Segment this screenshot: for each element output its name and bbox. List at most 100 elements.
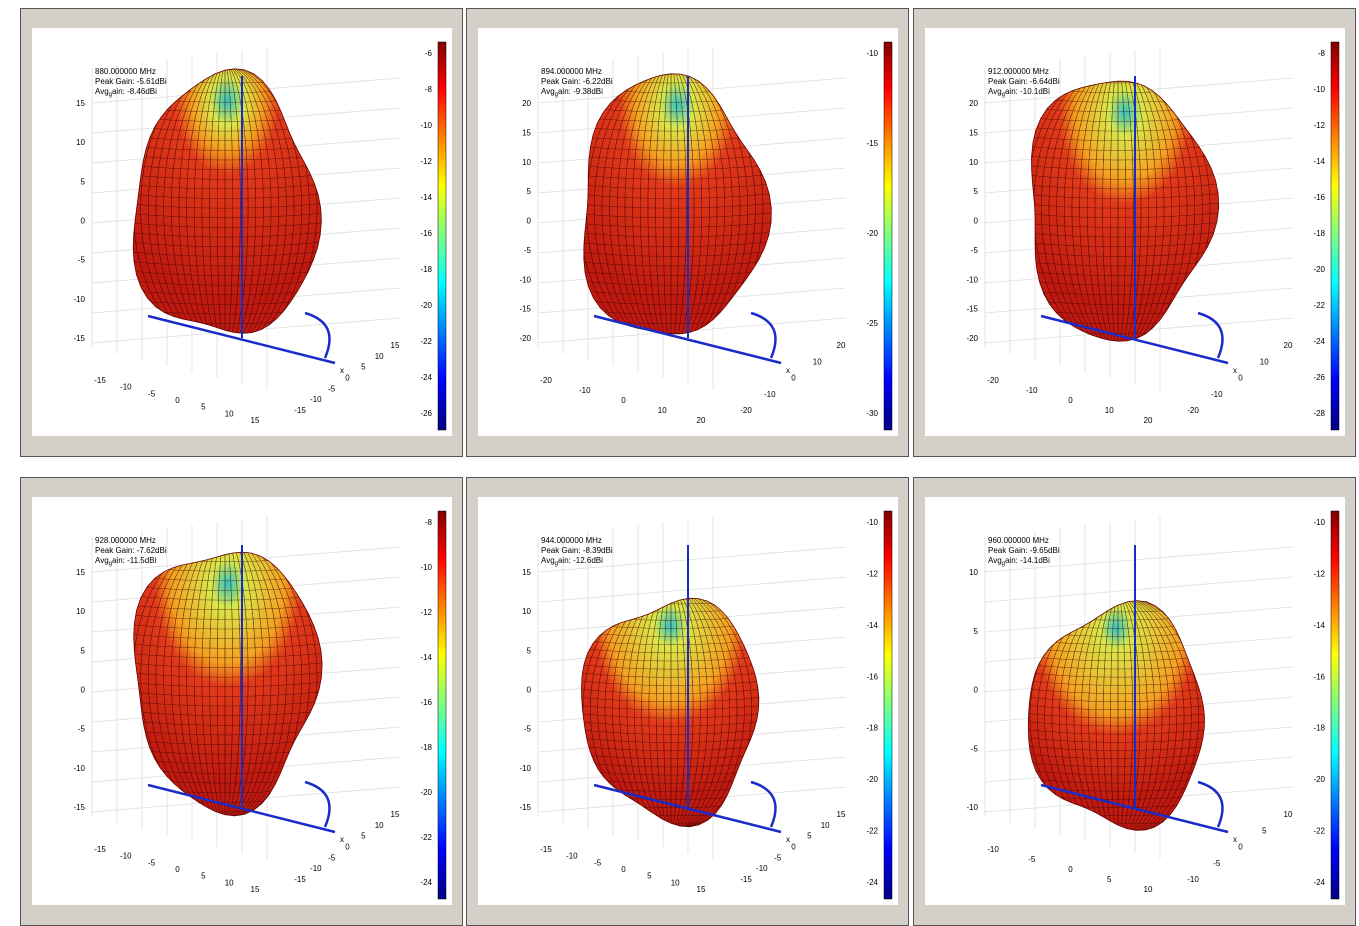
- plot-panel: x880.000000 MHzPeak Gain: -5.61dBiAvggai…: [20, 8, 463, 457]
- plot-panel: x912.000000 MHzPeak Gain: -6.64dBiAvggai…: [913, 8, 1356, 457]
- z-tick-label: 20: [522, 99, 531, 108]
- y-tick-label: 10: [1284, 810, 1293, 819]
- avg-gain-part: Avg: [988, 556, 1002, 565]
- colorbar-tick-label: -14: [1313, 621, 1325, 630]
- y-tick-label: 15: [837, 810, 846, 819]
- x-tick-label: -5: [148, 389, 156, 398]
- colorbar-tick-label: -10: [1313, 518, 1325, 527]
- colorbar-tick-label: -10: [420, 121, 432, 130]
- colorbar-tick-label: -18: [1313, 724, 1325, 733]
- x-tick-label: 0: [621, 396, 626, 405]
- y-tick-label: 10: [375, 821, 384, 830]
- x-tick-label: 15: [251, 416, 260, 425]
- x-tick-label: 15: [697, 885, 706, 894]
- frequency-label: 928.000000 MHz: [95, 536, 156, 545]
- y-tick-label: -10: [1187, 875, 1199, 884]
- x-tick-label: 5: [1107, 875, 1112, 884]
- colorbar-tick-label: -16: [866, 672, 878, 681]
- z-tick-label: 5: [527, 646, 532, 655]
- x-tick-label: 10: [1144, 885, 1153, 894]
- x-tick-label: 20: [697, 416, 706, 425]
- y-tick-label: 0: [791, 374, 796, 383]
- z-tick-label: 0: [527, 217, 532, 226]
- colorbar-tick-label: -16: [420, 698, 432, 707]
- colorbar-tick-label: -14: [420, 193, 432, 202]
- z-tick-label: 0: [527, 686, 532, 695]
- z-tick-label: 5: [974, 187, 979, 196]
- avg-gain-part: ain: -9.38dBi: [558, 87, 603, 96]
- x-tick-label: 0: [175, 396, 180, 405]
- y-tick-label: 0: [345, 843, 350, 852]
- x-tick-label: 10: [658, 406, 667, 415]
- z-tick-label: 10: [76, 607, 85, 616]
- peak-gain-label: Peak Gain: -9.65dBi: [988, 546, 1060, 555]
- y-tick-label: -15: [294, 406, 306, 415]
- colorbar-tick-label: -22: [1313, 301, 1325, 310]
- y-tick-label: 10: [1260, 357, 1269, 366]
- y-tick-label: 0: [1238, 843, 1243, 852]
- z-tick-label: 0: [81, 217, 86, 226]
- colorbar-tick-label: -12: [1313, 121, 1325, 130]
- y-tick-label: 0: [791, 843, 796, 852]
- z-tick-label: -5: [78, 256, 86, 265]
- x-tick-label: -10: [120, 383, 132, 392]
- y-tick-label: 5: [361, 832, 366, 841]
- colorbar: [1331, 42, 1339, 430]
- colorbar: [1331, 511, 1339, 899]
- x-tick-label: 0: [621, 865, 626, 874]
- frequency-label: 894.000000 MHz: [541, 67, 602, 76]
- z-tick-label: -5: [524, 246, 532, 255]
- colorbar-tick-label: -30: [866, 409, 878, 418]
- colorbar-tick-label: -8: [425, 518, 433, 527]
- x-tick-label: 10: [1105, 406, 1114, 415]
- avg-gain-part: ain: -8.46dBi: [112, 87, 157, 96]
- colorbar-tick-label: -14: [1313, 157, 1325, 166]
- x-axis-label: x: [340, 366, 344, 375]
- avg-gain-part: ain: -12.6dBi: [558, 556, 603, 565]
- x-axis-label: x: [786, 366, 790, 375]
- z-tick-label: -15: [73, 803, 85, 812]
- avg-gain-part: Avg: [988, 87, 1002, 96]
- x-tick-label: -10: [987, 845, 999, 854]
- colorbar-tick-label: -20: [420, 301, 432, 310]
- colorbar-tick-label: -24: [420, 878, 432, 887]
- colorbar-tick-label: -28: [1313, 409, 1325, 418]
- y-tick-label: 20: [1284, 341, 1293, 350]
- x-tick-label: -10: [566, 852, 578, 861]
- z-tick-label: -15: [519, 803, 531, 812]
- frequency-label: 960.000000 MHz: [988, 536, 1049, 545]
- avg-gain-part: Avg: [541, 556, 555, 565]
- z-tick-label: 15: [522, 128, 531, 137]
- x-tick-label: 5: [201, 872, 206, 881]
- x-tick-label: 15: [251, 885, 260, 894]
- x-tick-label: 0: [1068, 865, 1073, 874]
- z-tick-label: 10: [522, 607, 531, 616]
- colorbar-tick-label: -22: [420, 337, 432, 346]
- x-tick-label: -20: [540, 376, 552, 385]
- y-tick-label: 15: [391, 341, 400, 350]
- x-tick-label: -15: [540, 845, 552, 854]
- avg-gain-part: ain: -11.5dBi: [112, 556, 157, 565]
- avg-gain-part: Avg: [95, 87, 109, 96]
- z-tick-label: 5: [974, 627, 979, 636]
- colorbar-tick-label: -16: [420, 229, 432, 238]
- z-tick-label: -15: [519, 305, 531, 314]
- colorbar-tick-label: -22: [1313, 827, 1325, 836]
- z-tick-label: 5: [81, 177, 86, 186]
- x-tick-label: 10: [225, 409, 234, 418]
- colorbar-tick-label: -10: [1313, 85, 1325, 94]
- avg-gain-part: Avg: [95, 556, 109, 565]
- y-tick-label: -15: [740, 875, 752, 884]
- figure: x880.000000 MHzPeak Gain: -5.61dBiAvggai…: [0, 0, 1359, 926]
- z-tick-label: 15: [76, 568, 85, 577]
- z-tick-label: 20: [969, 99, 978, 108]
- colorbar-tick-label: -22: [866, 827, 878, 836]
- peak-gain-label: Peak Gain: -6.22dBi: [541, 77, 613, 86]
- colorbar-tick-label: -24: [1313, 878, 1325, 887]
- y-tick-label: 5: [1262, 826, 1267, 835]
- y-tick-label: -15: [294, 875, 306, 884]
- y-tick-label: -20: [740, 406, 752, 415]
- peak-gain-label: Peak Gain: -5.61dBi: [95, 77, 167, 86]
- frequency-label: 880.000000 MHz: [95, 67, 156, 76]
- colorbar-tick-label: -8: [1318, 49, 1326, 58]
